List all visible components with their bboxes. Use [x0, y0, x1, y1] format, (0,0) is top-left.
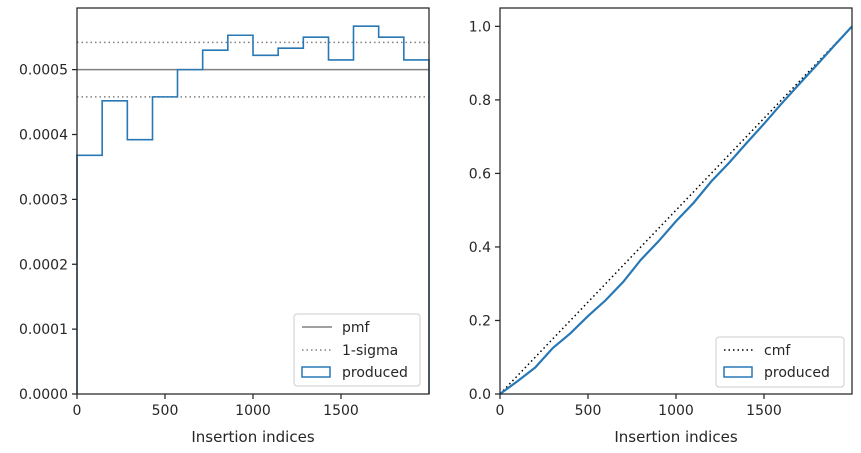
pmf-histogram-panel: 0 500 1000 1500 0.0000 0.0001 0.0002 0.0003 0.00…	[19, 7, 430, 446]
plot-area-right	[500, 8, 852, 394]
legend-right: cmf produced	[715, 336, 845, 388]
legend-sigma-label: 1-sigma	[342, 343, 398, 359]
cmf-panel: 0 500 1000 1500 0.0 0.2 0.4 0.6 0.8 1.0 Insertion…	[469, 7, 853, 446]
legend-left: pmf 1-sigma produced	[293, 313, 421, 387]
x-axis-label-left: Insertion indices	[191, 428, 314, 446]
x-tick-label: 0	[73, 403, 82, 419]
legend-cmf-label: cmf	[764, 343, 791, 359]
legend-produced-swatch	[301, 366, 331, 378]
x-tick-label: 1000	[235, 403, 271, 419]
y-tick-label: 0.2	[469, 313, 491, 329]
y-tick-label: 0.6	[469, 166, 491, 182]
y-tick-label: 1.0	[469, 19, 491, 35]
y-tick-label: 0.4	[469, 240, 491, 256]
y-tick-label: 0.0004	[19, 128, 68, 144]
x-tick-label: 500	[575, 403, 602, 419]
y-tick-label: 0.0001	[19, 322, 68, 338]
x-axis-label-right: Insertion indices	[614, 428, 737, 446]
cmf-line	[499, 25, 853, 395]
x-tick-label: 1000	[658, 403, 694, 419]
y-tick-label: 0.0000	[19, 387, 68, 403]
produced-histogram	[76, 25, 430, 394]
legend-pmf-label: pmf	[342, 320, 371, 336]
x-tick-label: 1500	[323, 403, 359, 419]
y-tick-label: 0.0005	[19, 63, 68, 79]
produced-cmf-line	[499, 25, 853, 395]
legend-produced-label-right: produced	[764, 365, 830, 381]
legend-box-left	[293, 313, 421, 387]
legend-produced-label: produced	[342, 365, 408, 381]
legend-produced-swatch-right	[723, 366, 753, 378]
y-tick-label: 0.0	[469, 387, 491, 403]
y-tick-label: 0.8	[469, 93, 491, 109]
x-tick-label: 0	[496, 403, 505, 419]
x-tick-label: 500	[152, 403, 179, 419]
x-tick-label: 1500	[746, 403, 782, 419]
y-tick-label: 0.0002	[19, 257, 68, 273]
y-tick-label: 0.0003	[19, 192, 68, 208]
